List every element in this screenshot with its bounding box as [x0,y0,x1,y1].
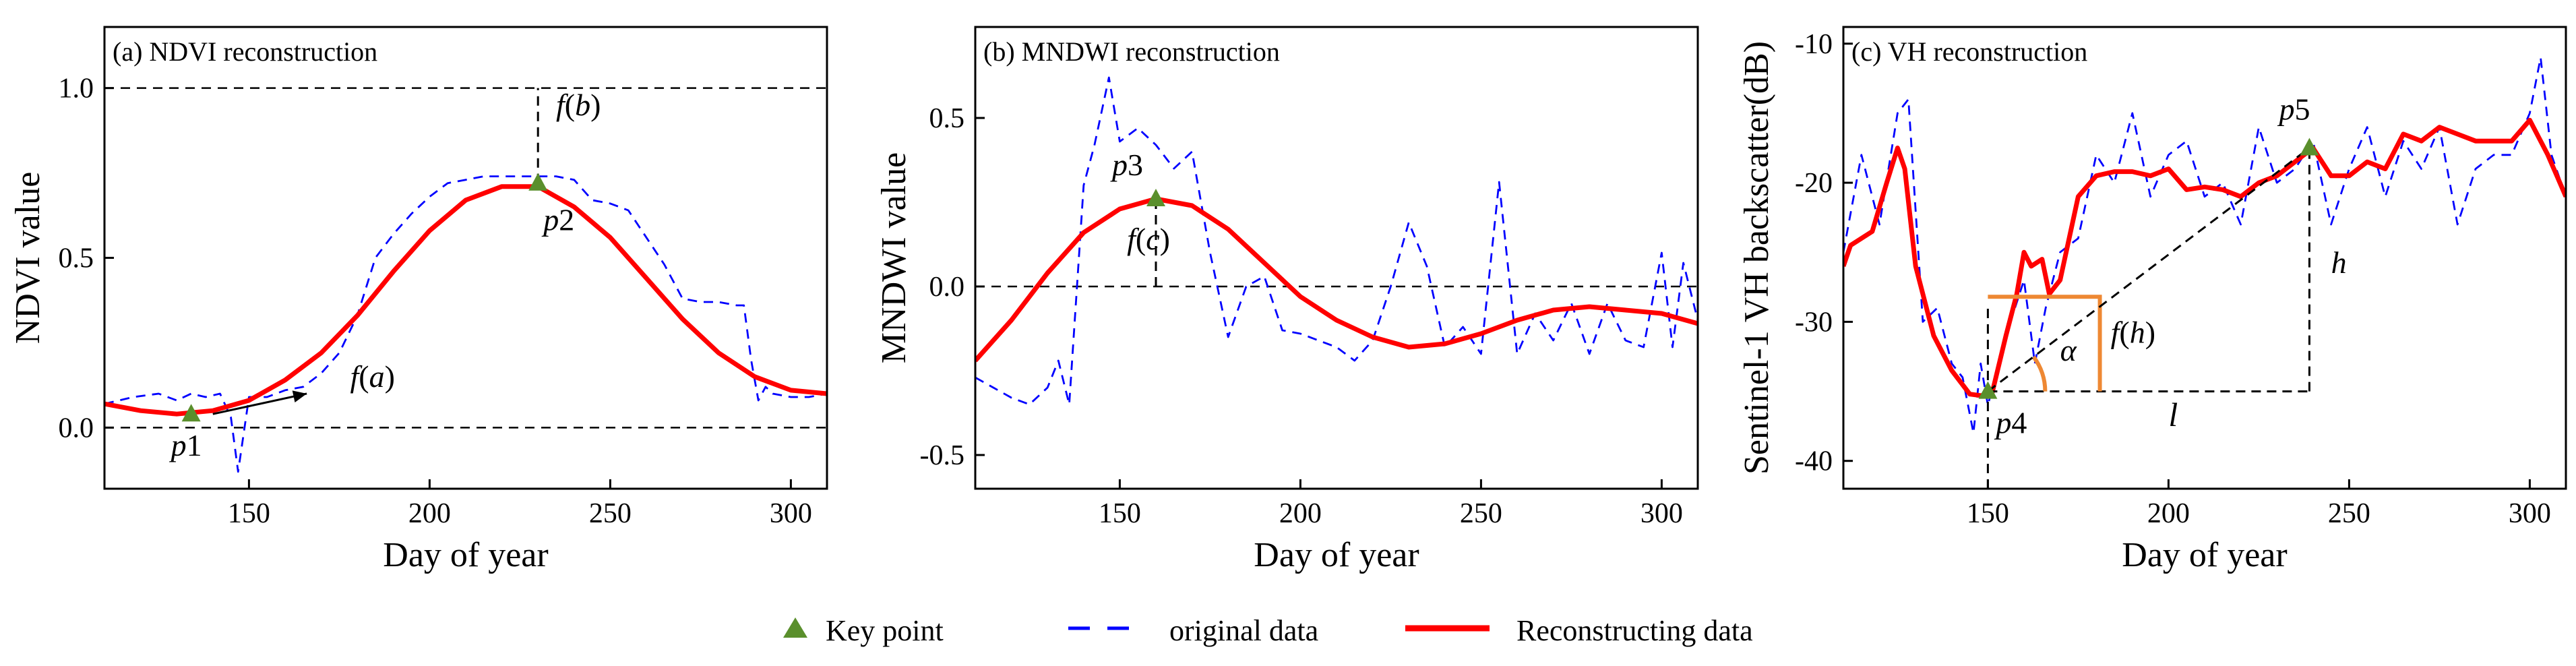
annotation-label: f(b) [556,88,601,122]
plot-area [104,175,827,473]
key-point-label: p1 [169,428,202,462]
annotation-label: f(h) [2111,315,2155,349]
series-reconstructed-line [104,184,827,417]
panel-title: (b) MNDWI reconstruction [983,36,1280,67]
x-tick-label: 250 [1460,498,1502,529]
x-axis-label: Day of year [383,536,548,574]
panel-title: (c) VH reconstruction [1851,36,2087,67]
y-tick-label: -0.5 [920,440,965,471]
y-tick-label: 0.5 [929,103,965,134]
y-tick-label: -10 [1795,29,1833,60]
plot-frame [1842,26,2567,490]
y-tick-label: -40 [1795,446,1833,477]
annotation-label: l [2168,396,2178,433]
plot-area [975,76,1698,406]
key-point-marker [1146,189,1165,206]
legend-keypoint-label: Key point [826,614,944,647]
legend-keypoint-marker [783,617,807,638]
y-axis-label: NDVI value [9,172,47,344]
panel-mndwi: f(c) p3 150 200 250 300 -0.5 0.0 0.5 Day of year M… [875,26,1699,574]
y-tick-label: 0.0 [929,272,965,303]
y-tick-label: -20 [1795,168,1833,199]
legend: Key point original data Reconstructing d… [783,614,1753,647]
key-point-marker [1978,381,1998,399]
key-point-label: p2 [541,203,574,237]
annotation-label: f(a) [350,359,394,394]
x-tick-label: 250 [589,498,632,529]
plot-frame [103,26,828,490]
annotation-label: f(c) [1127,222,1170,256]
annotation-arrow-head [292,390,307,403]
plot-frame [974,26,1699,490]
series-reconstructed-line [975,196,1698,363]
key-point-marker [528,173,548,191]
annotation-arrow-line [212,392,307,415]
panel-title: (a) NDVI reconstruction [113,36,377,67]
x-tick-label: 300 [1640,498,1683,529]
x-tick-label: 300 [2509,498,2551,529]
legend-original-label: original data [1169,614,1318,647]
y-tick-label: -30 [1795,307,1833,338]
x-axis-label: Day of year [2122,536,2287,574]
annotation-angle-arc [2031,355,2048,392]
x-tick-label: 250 [2328,498,2370,529]
key-point-label: p4 [1994,406,2027,440]
annotation-label: α [2060,333,2077,367]
key-point-marker [181,404,201,422]
annotation-label: h [2331,245,2347,280]
key-point-label: p3 [1110,148,1143,182]
annotation-orange-bracket [1988,295,2102,392]
x-tick-label: 150 [228,498,270,529]
series-reconstructed-line [1843,117,2566,398]
y-axis-label: MNDWI value [875,152,913,363]
plot-area [1843,57,2566,434]
annotation-slope-line [1987,147,2310,392]
series-original-line [1843,57,2566,434]
key-point-label: p5 [2277,92,2310,127]
series-original-line [975,76,1698,406]
x-axis-label: Day of year [1254,536,1419,574]
x-tick-label: 200 [2147,498,2190,529]
legend-reconstructed-label: Reconstructing data [1516,614,1753,647]
y-axis-label: Sentinel-1 VH backscatter(dB) [1738,41,1776,475]
x-tick-label: 200 [408,498,451,529]
key-point-marker [2300,138,2319,156]
x-tick-label: 150 [1967,498,2009,529]
x-tick-label: 150 [1099,498,1141,529]
y-tick-label: 0.5 [59,243,94,274]
y-tick-label: 1.0 [59,73,94,104]
x-tick-label: 300 [770,498,812,529]
y-tick-label: 0.0 [59,413,94,444]
panel-vh: h l f(h) α p4 p5 150 200 250 300 -40 -30 -20 -10 Day o… [1738,26,2567,574]
series-original-line [104,175,827,473]
x-tick-label: 200 [1279,498,1322,529]
panel-ndvi: f(a) f(b) p1 p2 150 200 250 300 0.0 0.5 1.0 Day of … [9,26,828,574]
